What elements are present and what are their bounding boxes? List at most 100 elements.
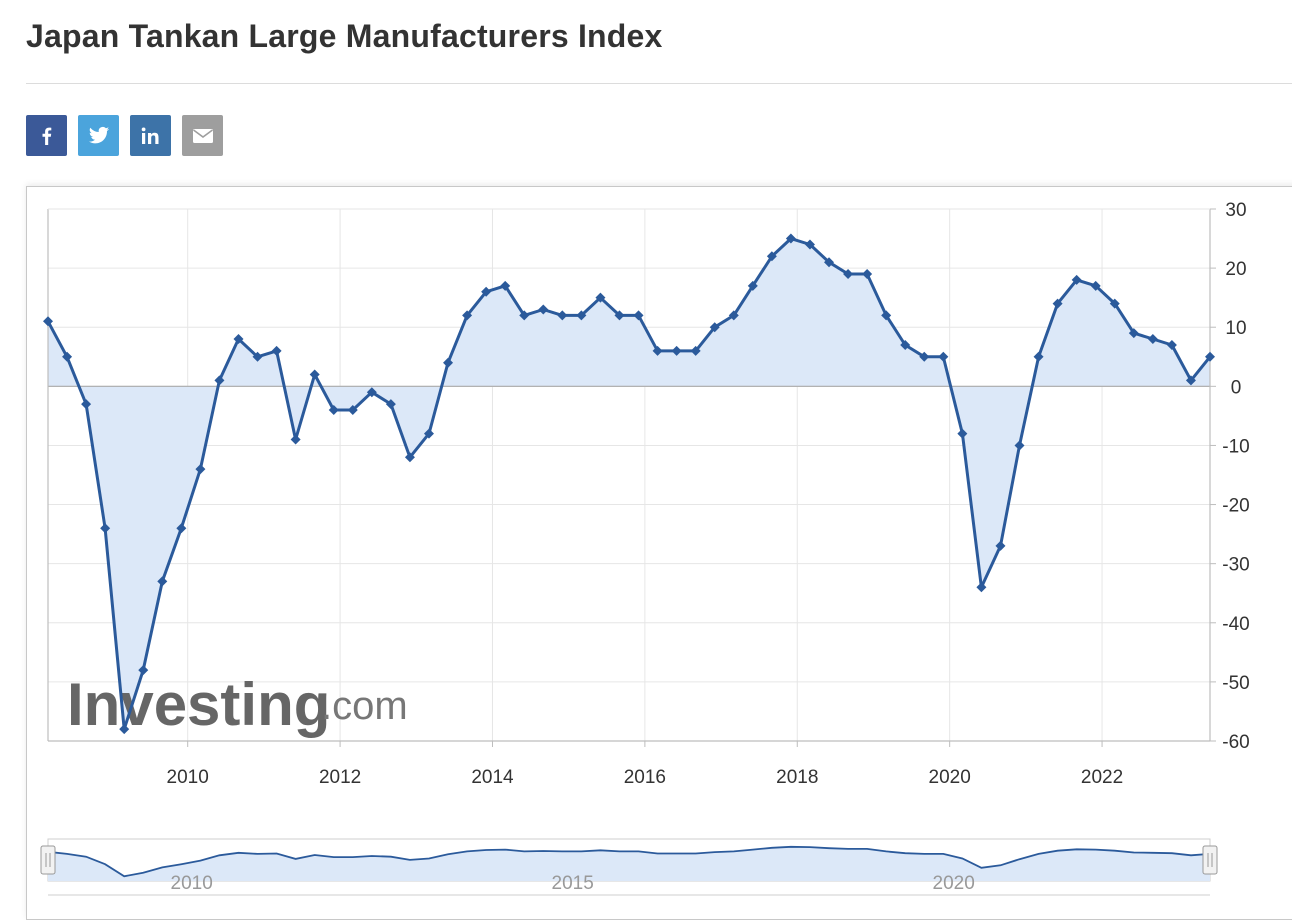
data-point[interactable] xyxy=(233,334,244,345)
series-line xyxy=(46,237,1212,731)
data-point[interactable] xyxy=(100,523,111,534)
plot-border xyxy=(47,208,1211,742)
data-point[interactable] xyxy=(1166,339,1177,350)
data-point[interactable] xyxy=(214,375,225,386)
data-point[interactable] xyxy=(252,351,263,362)
data-point[interactable] xyxy=(481,286,492,297)
navigator-area xyxy=(48,846,1210,881)
data-point[interactable] xyxy=(500,280,511,291)
data-point[interactable] xyxy=(1109,298,1120,309)
data-point[interactable] xyxy=(1052,298,1063,309)
y-tick-label: -30 xyxy=(1222,555,1249,576)
y-tick-label: -60 xyxy=(1222,732,1249,753)
watermark-suffix: .com xyxy=(321,684,408,728)
y-tick-label: -50 xyxy=(1222,673,1249,694)
page-title: Japan Tankan Large Manufacturers Index xyxy=(26,18,663,54)
data-point[interactable] xyxy=(576,310,587,321)
email-icon xyxy=(192,128,213,143)
data-point[interactable] xyxy=(595,292,606,303)
data-point[interactable] xyxy=(176,523,187,534)
grid-layer xyxy=(48,208,1210,742)
data-point[interactable] xyxy=(195,464,206,475)
data-point[interactable] xyxy=(919,351,930,362)
data-point[interactable] xyxy=(62,351,73,362)
data-point[interactable] xyxy=(957,428,968,439)
data-point[interactable] xyxy=(157,576,168,587)
data-point[interactable] xyxy=(462,310,473,321)
y-tick-label: 0 xyxy=(1231,377,1242,398)
data-point[interactable] xyxy=(81,399,92,410)
data-point[interactable] xyxy=(938,351,949,362)
data-point[interactable] xyxy=(824,257,835,268)
data-point[interactable] xyxy=(366,387,377,398)
chart-container: Investing .com 30 20 10 0 -10 -20 -30 -40 -50 -60… xyxy=(26,186,1292,920)
linkedin-icon xyxy=(141,127,158,144)
data-point[interactable] xyxy=(328,404,339,415)
data-point[interactable] xyxy=(976,582,987,593)
data-point[interactable] xyxy=(519,310,530,321)
data-point[interactable] xyxy=(633,310,644,321)
y-tick-label: 20 xyxy=(1225,259,1246,280)
data-point[interactable] xyxy=(138,665,149,676)
data-point[interactable] xyxy=(766,251,777,262)
navigator-line xyxy=(47,845,1211,878)
data-points xyxy=(43,233,1215,735)
linkedin-share-button[interactable] xyxy=(130,115,171,156)
x-tick-label: 2010 xyxy=(167,767,209,788)
data-point[interactable] xyxy=(271,345,282,356)
data-point[interactable] xyxy=(614,310,625,321)
data-point[interactable] xyxy=(43,316,53,327)
navigator-tick-label: 2010 xyxy=(171,873,213,894)
x-axis-ticks: 2010 2012 2014 2016 2018 2020 2022 xyxy=(167,741,1123,788)
y-axis-ticks: 30 20 10 0 -10 -20 -30 -40 -50 -60 xyxy=(1210,200,1250,753)
data-point[interactable] xyxy=(404,452,415,463)
twitter-share-button[interactable] xyxy=(78,115,119,156)
twitter-icon xyxy=(88,126,109,143)
data-point[interactable] xyxy=(538,304,549,315)
x-tick-label: 2012 xyxy=(319,767,361,788)
data-point[interactable] xyxy=(843,269,854,280)
data-point[interactable] xyxy=(652,345,663,356)
data-point[interactable] xyxy=(347,404,358,415)
data-point[interactable] xyxy=(119,724,130,735)
data-point[interactable] xyxy=(1205,351,1215,362)
navigator-left-handle[interactable] xyxy=(40,845,56,875)
data-point[interactable] xyxy=(671,345,682,356)
data-point[interactable] xyxy=(785,233,796,244)
data-point[interactable] xyxy=(728,310,739,321)
watermark-brand: Investing xyxy=(67,671,330,738)
y-tick-label: -10 xyxy=(1222,436,1249,457)
x-tick-label: 2020 xyxy=(929,767,971,788)
data-point[interactable] xyxy=(900,339,911,350)
data-point[interactable] xyxy=(309,369,320,380)
data-point[interactable] xyxy=(1071,274,1082,285)
x-tick-label: 2016 xyxy=(624,767,666,788)
data-point[interactable] xyxy=(385,399,396,410)
navigator-tick-label: 2015 xyxy=(552,873,594,894)
data-point[interactable] xyxy=(690,345,701,356)
facebook-share-button[interactable] xyxy=(26,115,67,156)
investing-watermark: Investing .com xyxy=(67,671,408,738)
data-point[interactable] xyxy=(804,239,815,250)
data-point[interactable] xyxy=(557,310,568,321)
data-point[interactable] xyxy=(995,540,1006,551)
data-point[interactable] xyxy=(881,310,892,321)
y-tick-label: -40 xyxy=(1222,614,1249,635)
title-divider xyxy=(26,83,1292,84)
data-point[interactable] xyxy=(1090,280,1101,291)
data-point[interactable] xyxy=(709,322,720,333)
data-point[interactable] xyxy=(423,428,434,439)
navigator-right-handle[interactable] xyxy=(1202,845,1218,875)
data-point[interactable] xyxy=(1033,351,1044,362)
data-point[interactable] xyxy=(1185,375,1196,386)
data-point[interactable] xyxy=(443,357,454,368)
data-point[interactable] xyxy=(1147,334,1158,345)
data-point[interactable] xyxy=(747,280,758,291)
data-point[interactable] xyxy=(290,434,301,445)
data-point[interactable] xyxy=(1128,328,1139,339)
data-point[interactable] xyxy=(1014,440,1025,451)
navigator[interactable]: 2010 2015 2020 xyxy=(40,838,1218,896)
email-share-button[interactable] xyxy=(182,115,223,156)
data-point[interactable] xyxy=(862,269,873,280)
x-tick-label: 2018 xyxy=(776,767,818,788)
